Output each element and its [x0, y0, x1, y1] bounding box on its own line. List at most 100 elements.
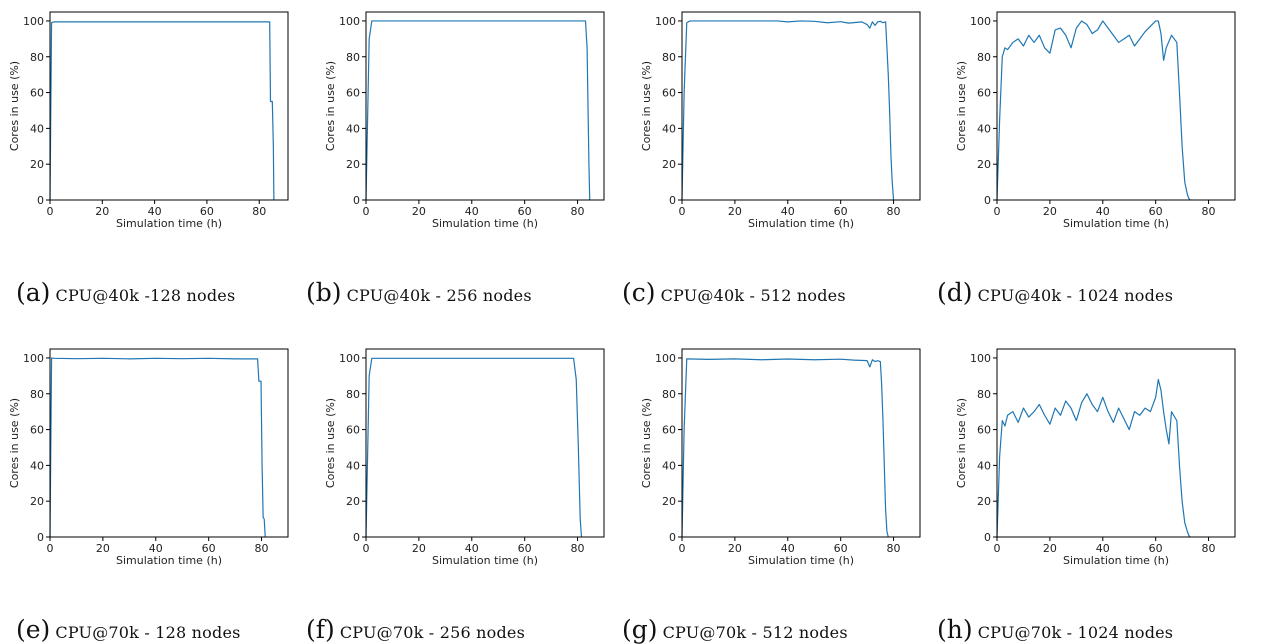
- y-tick-label: 0: [37, 531, 44, 544]
- plot-frame: [681, 11, 921, 201]
- y-tick-label: 100: [23, 352, 44, 365]
- x-tick-label: 40: [781, 542, 795, 555]
- y-tick-label: 100: [655, 352, 676, 365]
- series-line: [681, 20, 895, 201]
- chart-panel-h: 0 20 40 60 80 0 20 40 60 80 100 Simulation time (h)…: [937, 337, 1257, 644]
- y-tick-label: 80: [977, 51, 991, 64]
- panel-caption-d: (d) CPU@40k - 1024 nodes: [937, 278, 1265, 307]
- caption-text: CPU@70k - 128 nodes: [55, 623, 241, 642]
- chart-svg-f: 0 20 40 60 80 0 20 40 60 80 100 Simulation time (h)…: [324, 348, 605, 567]
- y-tick-label: 0: [669, 531, 676, 544]
- x-tick-label: 60: [834, 542, 848, 555]
- caption-letter: (f): [306, 615, 335, 644]
- panel-caption-b: (b) CPU@40k - 256 nodes: [306, 278, 636, 307]
- x-axis-label: Simulation time (h): [432, 554, 538, 567]
- y-tick-label: 40: [977, 459, 991, 472]
- y-tick-label: 100: [970, 352, 991, 365]
- x-tick-label: 0: [47, 542, 54, 555]
- x-tick-label: 0: [994, 542, 1001, 555]
- x-tick-label: 60: [834, 205, 848, 218]
- chart-svg-d: 0 20 40 60 80 0 20 40 60 80 100 Simulation time (h)…: [955, 11, 1236, 230]
- plot-frame: [365, 11, 605, 201]
- x-tick-label: 0: [679, 205, 686, 218]
- x-tick-label: 20: [412, 542, 426, 555]
- chart-svg-b: 0 20 40 60 80 0 20 40 60 80 100 Simulation time (h)…: [324, 11, 605, 230]
- y-tick-label: 100: [655, 15, 676, 28]
- x-tick-label: 80: [255, 542, 269, 555]
- x-tick-label: 80: [887, 542, 901, 555]
- x-tick-label: 40: [1096, 205, 1110, 218]
- y-tick-label: 60: [977, 424, 991, 437]
- caption-text: CPU@70k - 256 nodes: [339, 623, 525, 642]
- x-tick-label: 20: [1043, 542, 1057, 555]
- y-tick-label: 40: [346, 122, 360, 135]
- series-line: [365, 357, 583, 538]
- y-tick-label: 60: [30, 424, 44, 437]
- y-tick-label: 40: [662, 459, 676, 472]
- y-tick-label: 100: [339, 15, 360, 28]
- caption-text: CPU@40k -128 nodes: [55, 286, 236, 305]
- x-tick-label: 40: [1096, 542, 1110, 555]
- y-tick-label: 60: [30, 87, 44, 100]
- y-tick-label: 20: [346, 158, 360, 171]
- x-tick-label: 40: [149, 542, 163, 555]
- y-tick-label: 20: [30, 158, 44, 171]
- chart-panel-c: 0 20 40 60 80 0 20 40 60 80 100 Simulation time (h)…: [622, 0, 942, 307]
- x-axis-label: Simulation time (h): [748, 217, 854, 230]
- y-tick-label: 20: [30, 495, 44, 508]
- y-tick-label: 60: [662, 424, 676, 437]
- chart-panel-a: 0 20 40 60 80 0 20 40 60 80 100 Simulation time (h)…: [0, 0, 310, 307]
- y-axis-label: Cores in use (%): [955, 398, 968, 488]
- x-tick-label: 80: [571, 542, 585, 555]
- chart-svg-c: 0 20 40 60 80 0 20 40 60 80 100 Simulation time (h)…: [640, 11, 921, 230]
- y-tick-label: 80: [30, 388, 44, 401]
- y-tick-label: 0: [669, 194, 676, 207]
- y-tick-label: 60: [346, 87, 360, 100]
- caption-text: CPU@70k - 1024 nodes: [977, 623, 1174, 642]
- x-tick-label: 40: [465, 205, 479, 218]
- x-tick-label: 60: [518, 542, 532, 555]
- y-tick-label: 0: [37, 194, 44, 207]
- x-tick-label: 60: [518, 205, 532, 218]
- y-tick-label: 100: [339, 352, 360, 365]
- y-axis-label: Cores in use (%): [8, 61, 21, 151]
- series-line: [365, 20, 591, 201]
- x-tick-label: 20: [1043, 205, 1057, 218]
- panel-caption-e: (e) CPU@70k - 128 nodes: [16, 615, 346, 644]
- x-axis-label: Simulation time (h): [1063, 554, 1169, 567]
- panel-caption-g: (g) CPU@70k - 512 nodes: [622, 615, 952, 644]
- x-tick-label: 20: [728, 542, 742, 555]
- x-axis-label: Simulation time (h): [748, 554, 854, 567]
- caption-letter: (h): [937, 615, 973, 644]
- chart-panel-e: 0 20 40 60 80 0 20 40 60 80 100 Simulation time (h)…: [0, 337, 310, 644]
- x-axis-label: Simulation time (h): [1063, 217, 1169, 230]
- x-tick-label: 20: [412, 205, 426, 218]
- y-tick-label: 20: [977, 158, 991, 171]
- x-tick-label: 80: [1202, 542, 1216, 555]
- y-tick-label: 0: [984, 194, 991, 207]
- series-line: [996, 20, 1191, 201]
- y-tick-label: 60: [346, 424, 360, 437]
- plot-frame: [49, 348, 289, 538]
- y-axis-label: Cores in use (%): [324, 61, 337, 151]
- y-tick-label: 0: [353, 194, 360, 207]
- series-line: [996, 378, 1191, 538]
- plot-frame: [365, 348, 605, 538]
- x-tick-label: 0: [363, 542, 370, 555]
- x-tick-label: 60: [1149, 542, 1163, 555]
- x-tick-label: 20: [95, 205, 109, 218]
- y-tick-label: 100: [23, 15, 44, 28]
- series-line: [681, 358, 889, 538]
- x-tick-label: 80: [1202, 205, 1216, 218]
- y-tick-label: 40: [30, 122, 44, 135]
- plot-frame: [681, 348, 921, 538]
- x-axis-label: Simulation time (h): [432, 217, 538, 230]
- chart-panel-g: 0 20 40 60 80 0 20 40 60 80 100 Simulation time (h)…: [622, 337, 942, 644]
- caption-letter: (a): [16, 278, 51, 307]
- panel-caption-c: (c) CPU@40k - 512 nodes: [622, 278, 952, 307]
- plot-frame: [996, 348, 1236, 538]
- chart-panel-d: 0 20 40 60 80 0 20 40 60 80 100 Simulation time (h)…: [937, 0, 1257, 307]
- x-tick-label: 0: [363, 205, 370, 218]
- caption-letter: (d): [937, 278, 973, 307]
- y-tick-label: 20: [662, 495, 676, 508]
